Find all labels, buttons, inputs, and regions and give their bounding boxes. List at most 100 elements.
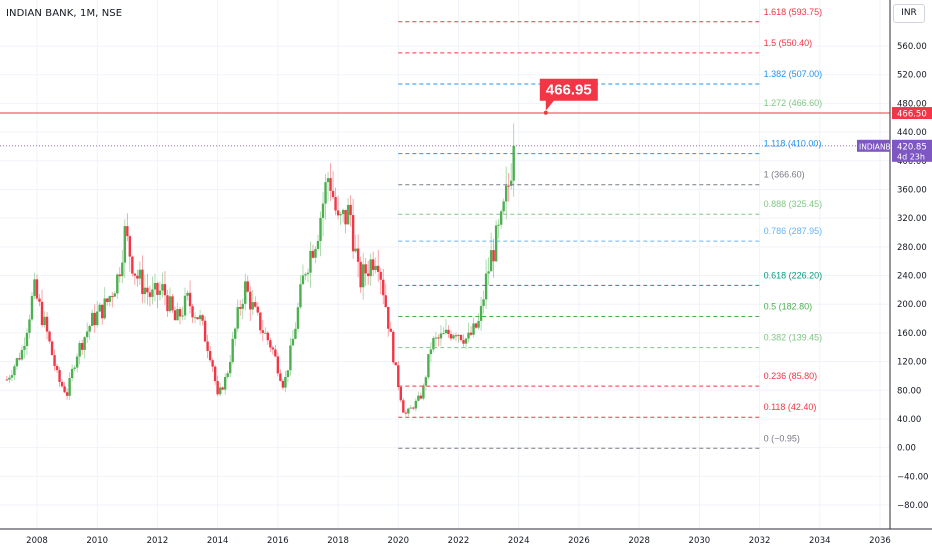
- candle-body: [271, 347, 275, 350]
- candle-body: [158, 290, 162, 295]
- y-tick-label: 80.00: [897, 386, 921, 396]
- candle-body: [128, 236, 132, 257]
- candle-body: [18, 358, 21, 360]
- price-alert-line[interactable]: 466.95: [0, 78, 890, 147]
- candle-body: [178, 309, 182, 317]
- fib-level-label: 1.618 (593.75): [764, 7, 823, 17]
- candle-body: [432, 338, 435, 350]
- candle-body: [427, 354, 430, 378]
- candle-body: [294, 328, 297, 339]
- candle-body: [244, 281, 247, 304]
- candle-body: [424, 377, 428, 386]
- fib-level-label: 1.118 (410.00): [764, 139, 822, 149]
- candle-body: [351, 215, 355, 252]
- candle-body: [85, 331, 89, 338]
- candle-body: [40, 301, 44, 325]
- candle-body: [53, 355, 56, 367]
- candle-body: [439, 333, 443, 339]
- candle-body: [477, 320, 480, 328]
- candle-body: [454, 335, 458, 337]
- callout-anchor: [543, 110, 548, 115]
- x-tick-label: 2008: [26, 536, 48, 546]
- candle-body: [45, 316, 49, 332]
- candle-body: [419, 395, 423, 399]
- candle-body: [196, 317, 199, 320]
- candle-body: [289, 345, 292, 371]
- candle-body: [43, 316, 46, 325]
- candle-body: [70, 368, 74, 379]
- fib-level-label: 1 (366.60): [764, 170, 805, 180]
- candle-body: [226, 373, 229, 378]
- fib-level-label: 0.618 (226.20): [764, 270, 823, 280]
- candle-body: [392, 331, 395, 363]
- fib-level-label: 1.382 (507.00): [764, 69, 823, 79]
- y-tick-label: 560.00: [897, 42, 927, 52]
- candle-body: [198, 315, 202, 320]
- candle-body: [118, 274, 121, 277]
- candle-body: [73, 367, 76, 369]
- candle-body: [299, 284, 302, 308]
- candle-body: [213, 366, 217, 382]
- candle-body: [33, 279, 36, 296]
- candle-body: [452, 335, 455, 339]
- time-axis[interactable]: 2008 2010 2012 2014 2016 2018 2020 2022 2024 2026…: [0, 528, 932, 546]
- candle-body: [5, 379, 9, 381]
- candle-body: [131, 256, 134, 274]
- countdown-text: 4d 23h: [897, 152, 925, 161]
- candle-body: [68, 378, 71, 396]
- candle-body: [281, 380, 285, 388]
- y-tick-label: 520.00: [897, 71, 927, 81]
- y-tick-label: 160.00: [897, 329, 927, 339]
- candle-body: [369, 259, 372, 277]
- fib-level-label: 0 (−0.95): [764, 433, 800, 443]
- candle-body: [148, 292, 152, 297]
- currency-button[interactable]: INR: [893, 4, 925, 23]
- price-axis[interactable]: 560.00520.00480.00440.00400.00360.00320.…: [889, 0, 928, 529]
- candle-body: [379, 271, 382, 280]
- candle-body: [136, 275, 139, 279]
- candle-body: [201, 315, 204, 321]
- candle-body: [457, 334, 460, 337]
- candle-body: [83, 337, 86, 350]
- candle-body: [30, 295, 34, 320]
- candle-body: [90, 312, 94, 326]
- callout-label: 466.95: [546, 82, 592, 99]
- candle-body: [356, 248, 360, 262]
- candle-body: [88, 325, 91, 332]
- candle-body: [364, 264, 367, 274]
- y-tick-label: 240.00: [897, 272, 927, 282]
- candle-body: [234, 328, 237, 339]
- candle-body: [256, 306, 259, 313]
- callout-bubble[interactable]: [539, 78, 598, 111]
- candle-body: [306, 272, 310, 275]
- symbol-tag: [857, 139, 890, 152]
- y-tick-label: 280.00: [897, 243, 927, 253]
- grid-lines: [0, 0, 890, 529]
- candle-body: [414, 400, 418, 409]
- candle-body: [203, 320, 207, 342]
- y-tick-label: 0.00: [897, 444, 916, 454]
- candle-body: [389, 328, 392, 332]
- y-tick-label: 40.00: [897, 415, 921, 425]
- last-price-text: 420.85: [897, 142, 927, 152]
- fibonacci-extension[interactable]: 1.618 (593.75) 1.5 (550.40) 1.382 (507.00)…: [398, 7, 822, 449]
- candle-body: [487, 271, 490, 274]
- candle-body: [387, 306, 390, 329]
- candle-body: [8, 377, 11, 380]
- candle-body: [146, 287, 149, 293]
- candle-body: [96, 311, 99, 326]
- candle-body: [279, 373, 282, 381]
- candle-body: [123, 226, 127, 263]
- candle-body: [399, 387, 402, 401]
- candle-body: [80, 343, 84, 350]
- candle-body: [354, 248, 357, 252]
- candle-body: [208, 350, 212, 361]
- x-tick-label: 2036: [869, 536, 891, 546]
- candle-body: [301, 275, 305, 285]
- candle-body: [223, 377, 227, 390]
- candle-body: [349, 204, 352, 216]
- x-tick-label: 2010: [86, 536, 108, 546]
- candle-body: [344, 209, 347, 225]
- x-tick-label: 2022: [448, 536, 470, 546]
